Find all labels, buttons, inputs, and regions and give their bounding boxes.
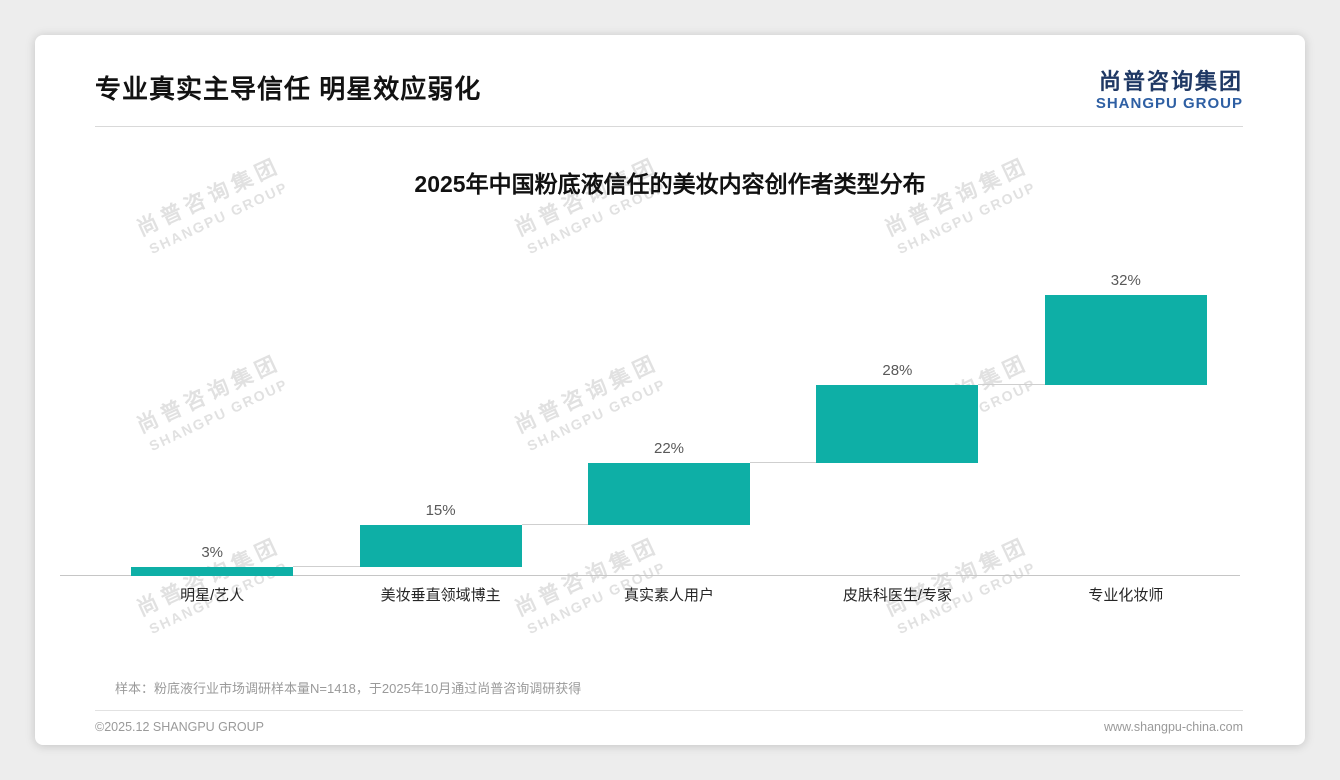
connector-line	[521, 524, 588, 526]
bar-segment	[1044, 294, 1207, 385]
bar-segment	[131, 567, 294, 576]
category-label: 专业化妆师	[1088, 586, 1164, 604]
page-title: 专业真实主导信任 明星效应弱化	[95, 74, 482, 104]
connector-line	[293, 566, 360, 568]
logo-text-cn: 尚普咨询集团	[1098, 69, 1243, 94]
category-label: 真实素人用户	[624, 586, 715, 604]
connector-line	[978, 383, 1045, 385]
bar-segment	[816, 384, 979, 464]
website-text: www.shangpu-china.com	[1104, 720, 1243, 734]
chart-title: 2025年中国粉底液信任的美妆内容创作者类型分布	[414, 170, 926, 197]
sample-note: 样本：粉底液行业市场调研样本量N=1418，于2025年10月通过尚普咨询调研获…	[115, 681, 582, 696]
footer-divider	[95, 710, 1243, 711]
waterfall-chart: 3% 15% 22% 28% 32% 明星/艺人 美妆垂直领域博主 真实素人用户 皮肤科医生/…	[60, 211, 1240, 631]
logo-text-en: SHANGPU GROUP	[1095, 94, 1243, 112]
category-label: 明星/艺人	[180, 586, 245, 604]
bar-value-label: 15%	[425, 502, 456, 520]
bar-value-label: 3%	[201, 544, 224, 562]
x-axis-baseline	[60, 574, 1240, 576]
category-label: 美妆垂直领域博主	[380, 586, 501, 604]
slide-header: 专业真实主导信任 明星效应弱化 尚普咨询集团 SHANGPU GROUP	[35, 35, 1305, 113]
category-axis: 明星/艺人 美妆垂直领域博主 真实素人用户 皮肤科医生/专家 专业化妆师	[98, 584, 1240, 605]
bar-segment	[587, 463, 751, 526]
bar-value-label: 22%	[653, 440, 685, 458]
slide-card: 尚普咨询集团 SHANGPU GROUP 尚普咨询集团 SHANGPU GROUP 尚普…	[35, 35, 1305, 745]
bar-segment	[359, 525, 522, 568]
bar-value-label: 32%	[1110, 271, 1141, 289]
chart-plot-area: 3% 15% 22% 28% 32%	[60, 211, 1240, 576]
category-label: 皮肤科医生/专家	[842, 586, 952, 604]
bar-value-label: 28%	[882, 361, 913, 379]
copyright-text: ©2025.12 SHANGPU GROUP	[95, 720, 264, 734]
connector-line	[750, 462, 817, 464]
header-divider	[95, 125, 1243, 127]
slide-footer: ©2025.12 SHANGPU GROUP www.shangpu-china…	[95, 720, 1243, 734]
company-logo: 尚普咨询集团 SHANGPU GROUP	[1096, 69, 1243, 113]
